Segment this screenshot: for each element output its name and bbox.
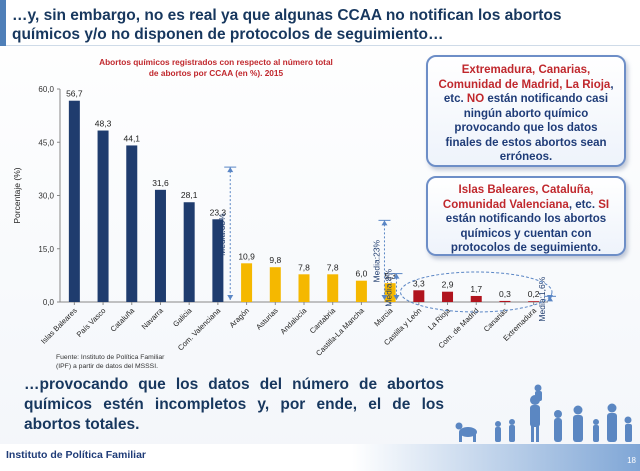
callout-1-etc: , etc.	[443, 78, 614, 106]
x-category-label: Murcia	[372, 305, 395, 328]
callout-no-notifican: Extremadura, Canarias, Comunidad de Madr…	[426, 55, 626, 167]
bar-value-label: 9,8	[269, 255, 281, 265]
callout-1-no: NO	[466, 93, 485, 105]
mean-arrow-head-top	[393, 273, 400, 279]
bar-value-label: 7,8	[298, 262, 310, 272]
bar	[97, 130, 109, 302]
y-tick-label: 0,0	[43, 298, 55, 307]
chart-title: Abortos químicos registrados con respect…	[99, 57, 333, 78]
callout-1-regions: Extremadura, Canarias, Comunidad de Madr…	[438, 64, 611, 91]
family-silhouette-image	[455, 384, 632, 442]
bar	[442, 291, 454, 302]
bottom-text: …provocando que los datos del número de …	[24, 376, 444, 433]
mean-label: Media:1,6%	[537, 276, 547, 321]
source-note: Fuente: Instituto de Política Familiar (…	[56, 354, 276, 371]
mean-arrow-head-top	[381, 220, 388, 226]
bar-value-label: 44,1	[123, 133, 140, 143]
bar	[327, 274, 339, 302]
mean-arrow-head-bottom	[227, 295, 234, 300]
mean-label: Media:8%	[383, 268, 393, 306]
bar	[470, 295, 482, 302]
bar	[499, 300, 511, 302]
bar	[241, 263, 253, 302]
slide-title: …y, sin embargo, no es real ya que algun…	[12, 7, 562, 43]
bar-value-label: 23,3	[210, 207, 227, 217]
callout-2-regions: Islas Baleares, Cataluña, Comunidad Vale…	[442, 184, 594, 211]
bar-value-label: 3,3	[413, 278, 425, 288]
x-category-label: Navarra	[140, 305, 166, 331]
x-category-label: Castilla-La Mancha	[314, 305, 366, 357]
x-category-label: Cataluña	[109, 305, 137, 333]
mean-arrow-head-top	[227, 167, 234, 173]
bar-value-label: 28,1	[181, 190, 198, 200]
page-number: 18	[627, 456, 636, 465]
title-accent	[0, 0, 6, 46]
bar	[413, 290, 425, 302]
callout-2-etc: , etc.	[568, 198, 599, 211]
y-axis-title: Porcentaje (%)	[12, 167, 22, 223]
y-tick-label: 15,0	[38, 245, 54, 254]
mean-arrow-head-bottom	[547, 295, 553, 300]
bar-value-label: 0,2	[528, 289, 540, 299]
callout-1-text: están notificando casi ningún aborto quí…	[445, 93, 609, 163]
bar	[183, 202, 195, 302]
source-line-1: Fuente: Instituto de Política Familiar	[56, 354, 165, 361]
bar	[269, 267, 281, 302]
bar	[212, 219, 224, 302]
bar	[355, 280, 367, 302]
x-category-label: La Rioja	[426, 305, 452, 331]
bar-value-label: 10,9	[238, 251, 255, 261]
bar	[528, 301, 540, 302]
bar-value-label: 1,7	[470, 284, 482, 294]
mean-arrow-head-bottom	[381, 295, 388, 300]
bar-value-label: 31,6	[152, 178, 169, 188]
mean-label: Media:38%	[217, 213, 227, 256]
bar-value-label: 56,7	[66, 89, 83, 99]
mean-arrow-head-bottom	[393, 295, 400, 300]
y-tick-label: 45,0	[38, 138, 54, 147]
bar	[154, 189, 166, 302]
footer-band	[0, 444, 640, 471]
bar-value-label: 0,3	[499, 289, 511, 299]
source-line-2: (IPF) a partir de datos del MSSSI.	[56, 362, 158, 370]
bar-value-label: 2,9	[442, 280, 454, 290]
x-category-label: Galicia	[171, 305, 194, 328]
x-category-label: Asturias	[254, 306, 280, 332]
x-category-label: Islas Baleares	[39, 306, 79, 346]
bar	[384, 283, 396, 302]
bar-value-label: 6,0	[355, 269, 367, 279]
y-tick-label: 60,0	[38, 85, 54, 94]
title-bar	[0, 0, 640, 46]
mean-label: Media:23%	[371, 239, 381, 282]
footer-organization: Instituto de Política Familiar	[6, 449, 147, 461]
x-category-label: País Vasco	[75, 306, 108, 339]
bar-value-label: 5,3	[384, 271, 396, 281]
callout-2-text: están notificando los abortos químicos y…	[445, 213, 607, 254]
bar-value-label: 7,8	[327, 262, 339, 272]
bar	[126, 145, 138, 302]
y-tick-label: 30,0	[38, 192, 54, 201]
callout-si-notifican: Islas Baleares, Cataluña, Comunidad Vale…	[426, 176, 626, 256]
callout-2-si: SI	[598, 198, 610, 211]
x-category-label: Aragón	[228, 306, 251, 329]
bar	[68, 100, 80, 302]
x-category-label: Andalucía	[278, 305, 309, 336]
bar	[298, 274, 310, 302]
red-group-highlight	[399, 271, 553, 313]
bar-value-label: 48,3	[95, 119, 112, 129]
